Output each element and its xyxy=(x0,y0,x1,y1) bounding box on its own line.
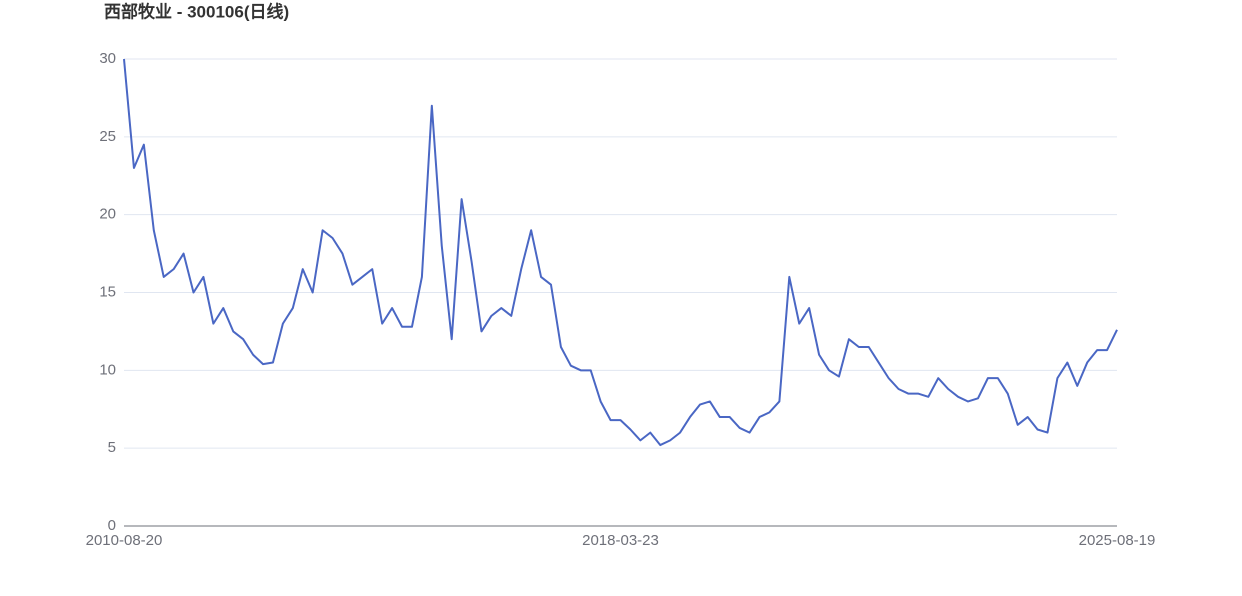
x-tick-label: 2010-08-20 xyxy=(86,532,163,549)
price-line xyxy=(123,58,1118,447)
x-tick-label: 2018-03-23 xyxy=(582,532,659,549)
x-tick-label: 2025-08-19 xyxy=(1079,532,1156,549)
y-tick-label: 30 xyxy=(99,50,116,67)
y-tick-label: 25 xyxy=(99,128,116,145)
y-tick-label: 5 xyxy=(108,439,116,456)
y-tick-label: 10 xyxy=(99,361,116,378)
y-tick-label: 15 xyxy=(99,283,116,300)
y-tick-label: 20 xyxy=(99,206,116,223)
chart-title: 西部牧业 - 300106(日线) xyxy=(104,1,289,21)
y-tick-label: 0 xyxy=(108,517,116,534)
